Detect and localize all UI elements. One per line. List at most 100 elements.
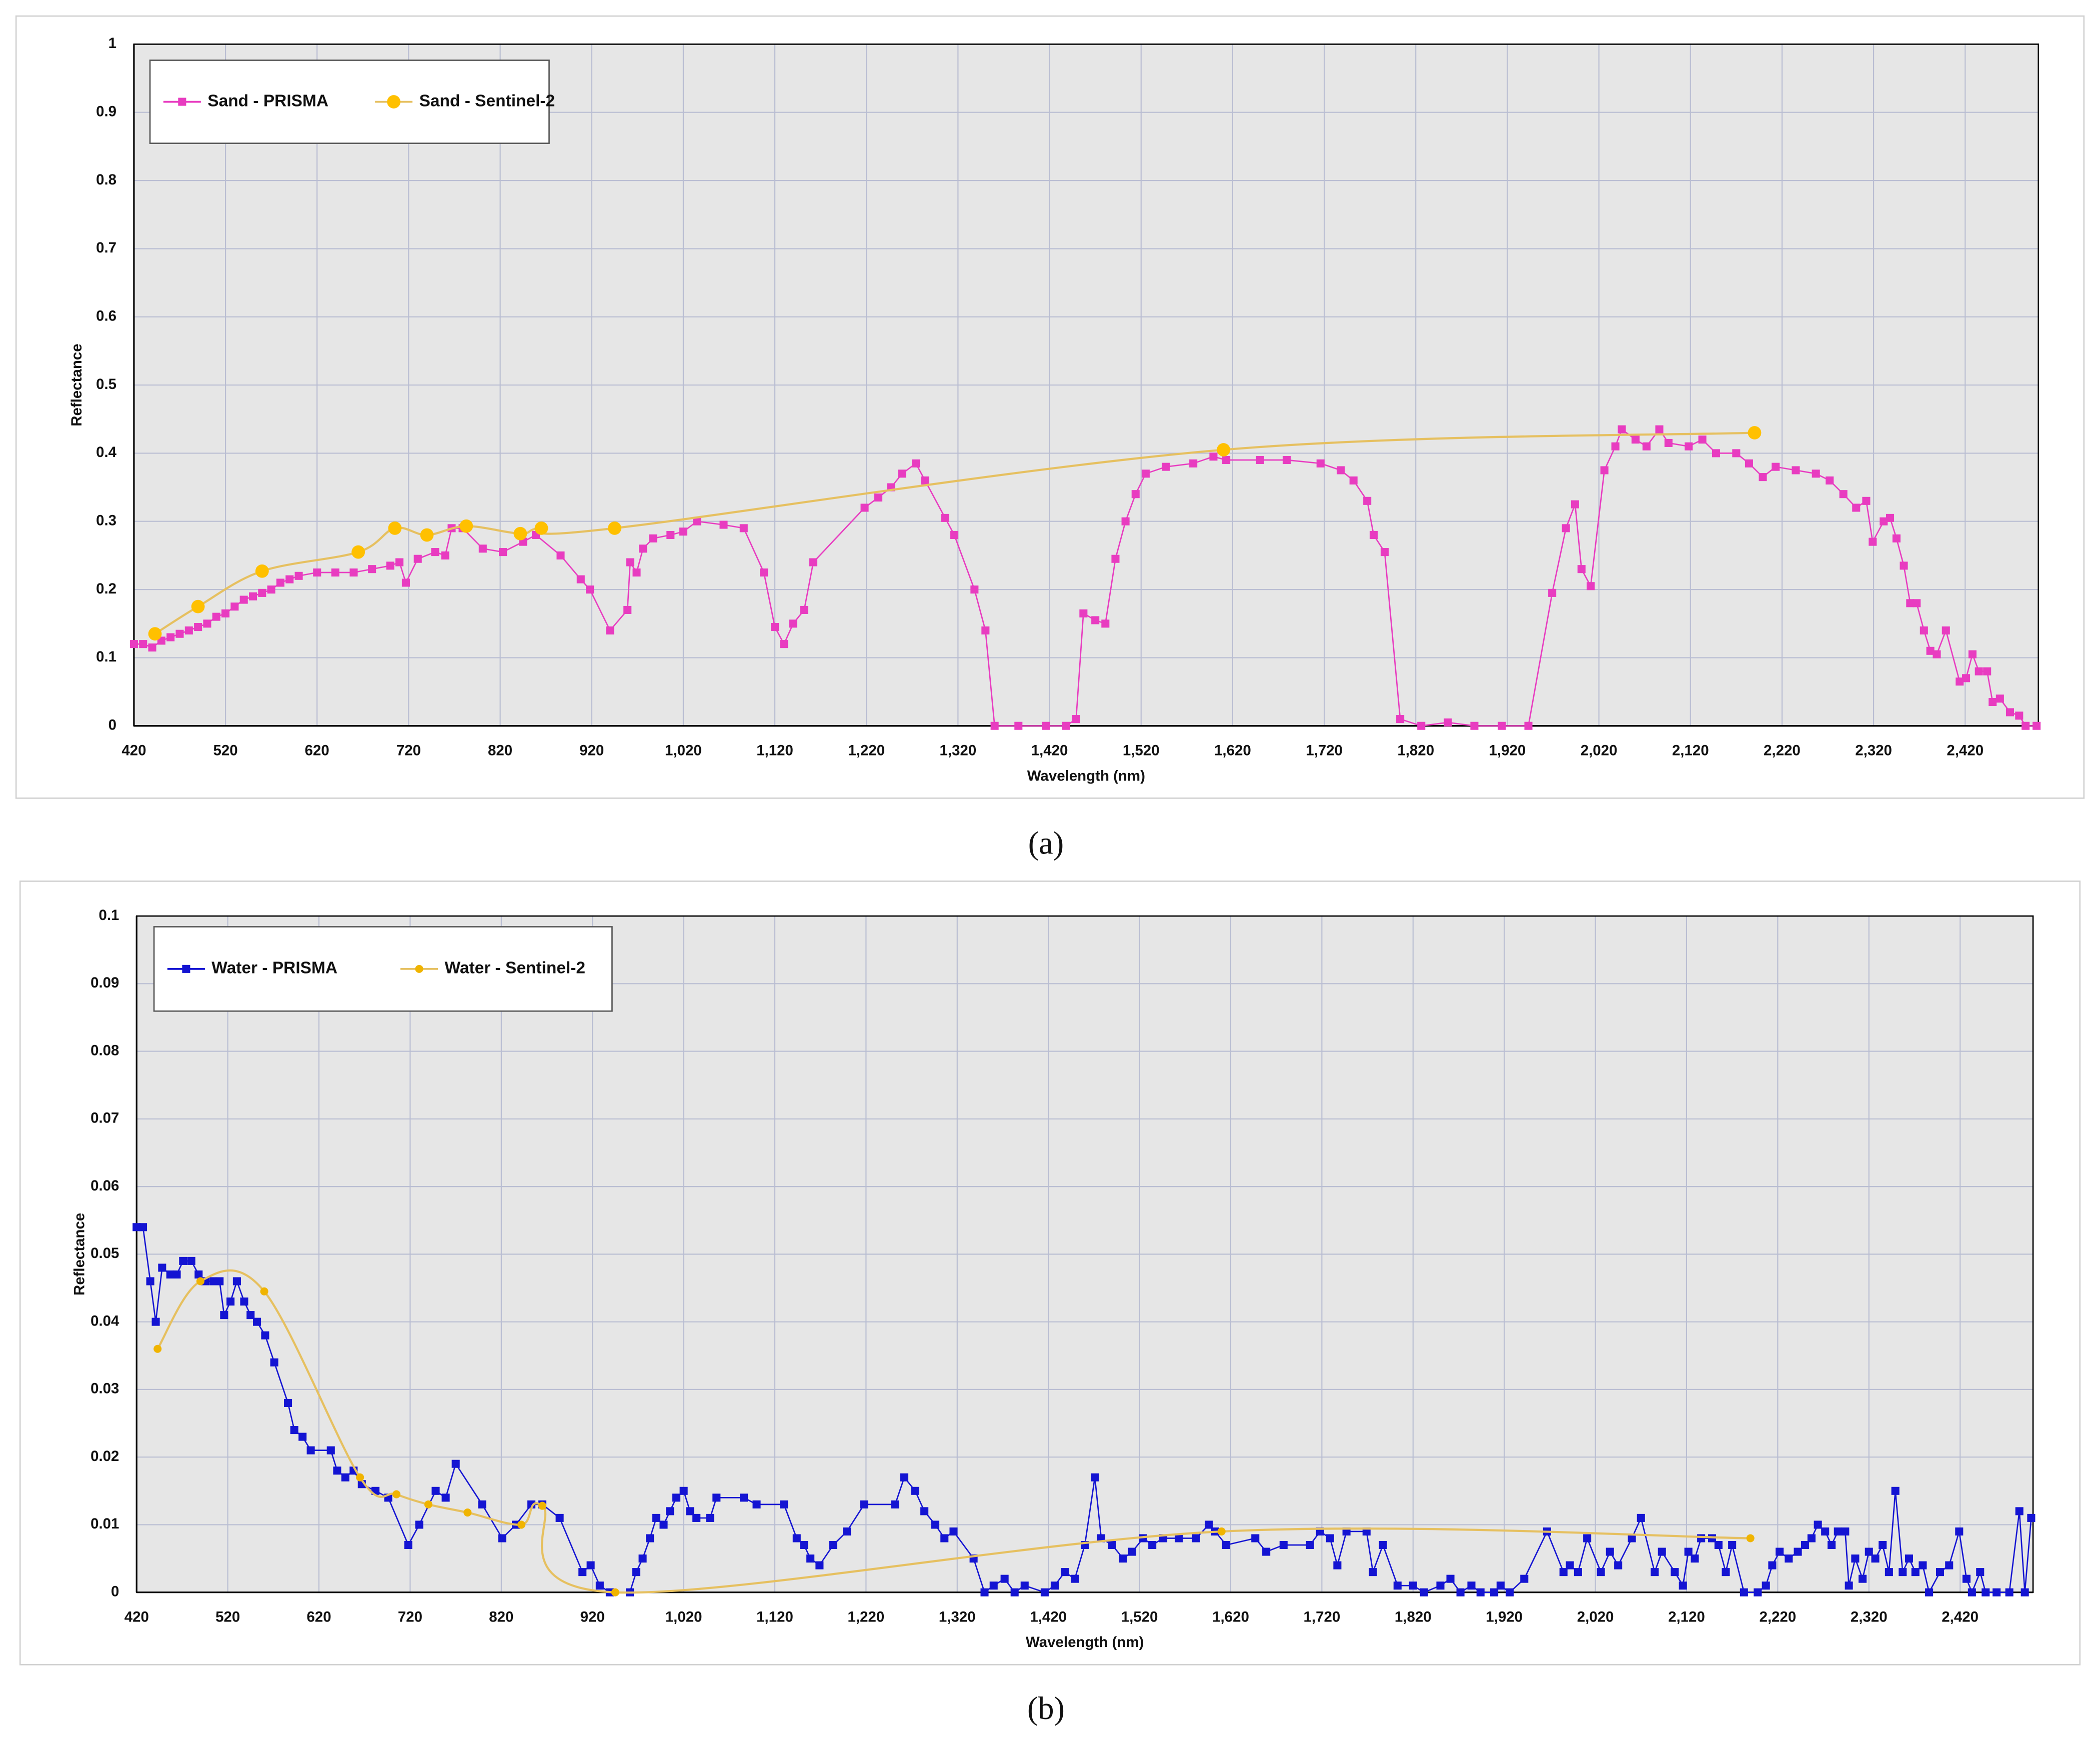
data-point bbox=[1834, 1527, 1842, 1536]
data-point bbox=[1456, 1588, 1465, 1596]
data-point bbox=[576, 575, 585, 584]
data-point bbox=[1631, 436, 1640, 444]
data-point bbox=[172, 1270, 181, 1278]
data-point bbox=[2021, 1588, 2029, 1596]
data-point bbox=[1042, 722, 1050, 730]
data-point bbox=[395, 558, 404, 566]
data-point bbox=[981, 626, 990, 634]
data-point bbox=[860, 1500, 868, 1508]
data-point bbox=[1993, 1588, 2001, 1596]
x-tick-label: 1,020 bbox=[665, 742, 702, 758]
data-point bbox=[1446, 1574, 1455, 1583]
data-point bbox=[712, 1494, 721, 1502]
data-point bbox=[1393, 1582, 1402, 1590]
legend-label: Sand - Sentinel-2 bbox=[419, 92, 555, 110]
x-tick-label: 720 bbox=[398, 1608, 422, 1625]
data-point bbox=[1496, 1582, 1505, 1590]
data-point bbox=[1520, 1574, 1529, 1583]
data-point bbox=[1618, 425, 1626, 434]
data-point bbox=[2015, 1507, 2024, 1516]
data-point bbox=[1262, 1548, 1271, 1556]
data-point bbox=[815, 1561, 824, 1570]
data-point bbox=[1091, 616, 1100, 624]
chart: 0 0.01 0.02 0.03 0.04 0.05 0.06 0.07 0.08 0.09 0.1… bbox=[19, 880, 2081, 1726]
data-point bbox=[1217, 443, 1230, 456]
y-tick-label: 0.02 bbox=[90, 1448, 119, 1464]
data-point bbox=[1814, 1520, 1822, 1529]
x-tick-label: 1,120 bbox=[756, 1608, 793, 1625]
data-point bbox=[351, 545, 365, 559]
data-point bbox=[1886, 514, 1895, 522]
data-point bbox=[760, 568, 768, 577]
data-point bbox=[1698, 436, 1707, 444]
data-point bbox=[1906, 599, 1915, 608]
data-point bbox=[780, 1500, 788, 1508]
y-tick-label: 0.3 bbox=[96, 512, 116, 529]
data-point bbox=[1880, 517, 1888, 526]
data-point bbox=[1792, 466, 1800, 474]
data-point bbox=[261, 1331, 269, 1340]
data-point bbox=[771, 623, 779, 632]
data-point bbox=[780, 640, 788, 648]
x-tick-label: 2,220 bbox=[1759, 1608, 1796, 1625]
data-point bbox=[1697, 1534, 1706, 1542]
data-point bbox=[2022, 722, 2030, 730]
data-point bbox=[800, 606, 808, 614]
data-point bbox=[1119, 1554, 1127, 1563]
data-point bbox=[246, 1311, 255, 1320]
data-point bbox=[1562, 524, 1570, 532]
y-tick-label: 0.01 bbox=[90, 1516, 119, 1532]
data-point bbox=[401, 578, 410, 587]
data-point bbox=[230, 602, 239, 611]
y-tick-label: 0.7 bbox=[96, 240, 116, 256]
data-point bbox=[194, 623, 202, 632]
data-point bbox=[1363, 496, 1372, 505]
data-point bbox=[1072, 715, 1080, 724]
data-point bbox=[970, 586, 979, 594]
data-point bbox=[1597, 1568, 1605, 1576]
data-point bbox=[1754, 1588, 1762, 1596]
data-point bbox=[349, 568, 358, 577]
data-point bbox=[595, 1582, 604, 1590]
data-point bbox=[1192, 1534, 1200, 1542]
data-point bbox=[1920, 626, 1928, 634]
data-point bbox=[843, 1527, 851, 1536]
data-point bbox=[1637, 1514, 1645, 1522]
data-point bbox=[1956, 678, 1964, 686]
data-point bbox=[431, 548, 439, 556]
x-tick-label: 520 bbox=[213, 742, 238, 758]
data-point bbox=[1379, 1540, 1387, 1550]
data-point bbox=[2027, 1514, 2036, 1522]
data-point bbox=[1968, 1588, 1976, 1596]
data-point bbox=[175, 630, 184, 638]
y-axis-title: Reflectance bbox=[68, 344, 85, 426]
x-tick-label: 620 bbox=[306, 1608, 331, 1625]
data-point bbox=[187, 1256, 195, 1265]
data-point bbox=[1079, 609, 1088, 618]
x-tick-label: 520 bbox=[215, 1608, 240, 1625]
data-point bbox=[1014, 722, 1023, 730]
data-point bbox=[499, 548, 507, 556]
data-point bbox=[2005, 1588, 2014, 1596]
data-point bbox=[1827, 1540, 1836, 1550]
chart: 0 0.1 0.2 0.3 0.4 0.5 0.6 0.7 0.8 0.9 1 420 520 620 72… bbox=[15, 15, 2085, 861]
data-point bbox=[1945, 1561, 1954, 1570]
data-point bbox=[1732, 449, 1741, 458]
data-point bbox=[829, 1540, 837, 1550]
x-tick-label: 1,420 bbox=[1030, 1608, 1067, 1625]
data-point bbox=[1498, 722, 1506, 730]
data-point bbox=[459, 519, 473, 533]
data-point bbox=[739, 524, 748, 532]
y-tick-label: 0.03 bbox=[90, 1380, 119, 1397]
y-tick-label: 0.4 bbox=[96, 444, 117, 460]
data-point bbox=[260, 1287, 268, 1296]
data-point bbox=[692, 1514, 701, 1522]
data-point bbox=[1020, 1582, 1029, 1590]
data-point bbox=[420, 528, 434, 542]
data-point bbox=[1865, 1548, 1873, 1556]
data-point bbox=[220, 1311, 228, 1320]
data-point bbox=[341, 1473, 349, 1482]
data-point bbox=[639, 544, 647, 553]
data-point bbox=[1121, 517, 1130, 526]
data-point bbox=[739, 1494, 748, 1502]
